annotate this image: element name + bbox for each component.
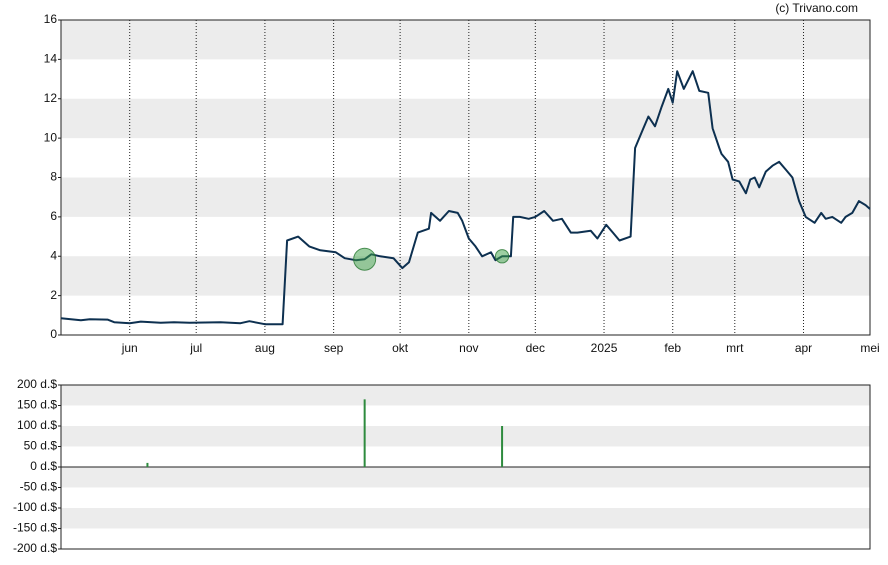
price-line [60,70,871,326]
y-tick-label: 100 d.$ [17,418,57,432]
y-tick-label: 150 d.$ [17,398,57,412]
y-tick-label: 12 [44,91,58,105]
x-tick-label: jun [121,341,138,355]
y-tick-label: 0 [50,327,57,341]
trade-bar [146,462,149,467]
band [61,98,870,139]
trade-bar [363,399,366,467]
x-tick-label: okt [392,341,409,355]
trade-marker [494,249,510,264]
y-tick-label: 10 [44,130,58,144]
y-tick-label: 4 [50,248,57,262]
band [61,256,870,296]
x-tick-label: nov [459,341,478,355]
band [61,467,870,488]
x-tick-label: 2025 [591,341,618,355]
x-tick-label: mei [860,341,879,355]
y-tick-label: 0 d.$ [30,459,57,473]
band [61,385,870,406]
y-tick-label: 200 d.$ [17,377,57,391]
y-tick-label: 6 [50,209,57,223]
y-tick-label: -100 d.$ [13,500,57,514]
x-tick-label: mrt [726,341,744,355]
y-tick-label: -50 d.$ [20,480,58,494]
y-tick-label: 14 [44,52,58,66]
y-tick-label: -200 d.$ [13,541,57,555]
band [61,508,870,529]
x-tick-label: sep [324,341,344,355]
y-tick-label: 8 [50,170,57,184]
x-tick-label: dec [526,341,545,355]
x-tick-label: feb [664,341,681,355]
x-tick-label: jul [189,341,202,355]
x-tick-label: aug [255,341,275,355]
y-tick-label: 16 [44,12,58,26]
y-tick-label: 2 [50,288,57,302]
copyright: (c) Trivano.com [775,1,858,15]
y-tick-label: -150 d.$ [13,521,57,535]
trade-bar [501,426,504,467]
plot-frame [60,19,871,336]
band [61,20,870,60]
trade-marker [353,247,377,271]
y-tick-label: 50 d.$ [24,439,58,453]
band [61,426,870,447]
x-tick-label: apr [795,341,812,355]
